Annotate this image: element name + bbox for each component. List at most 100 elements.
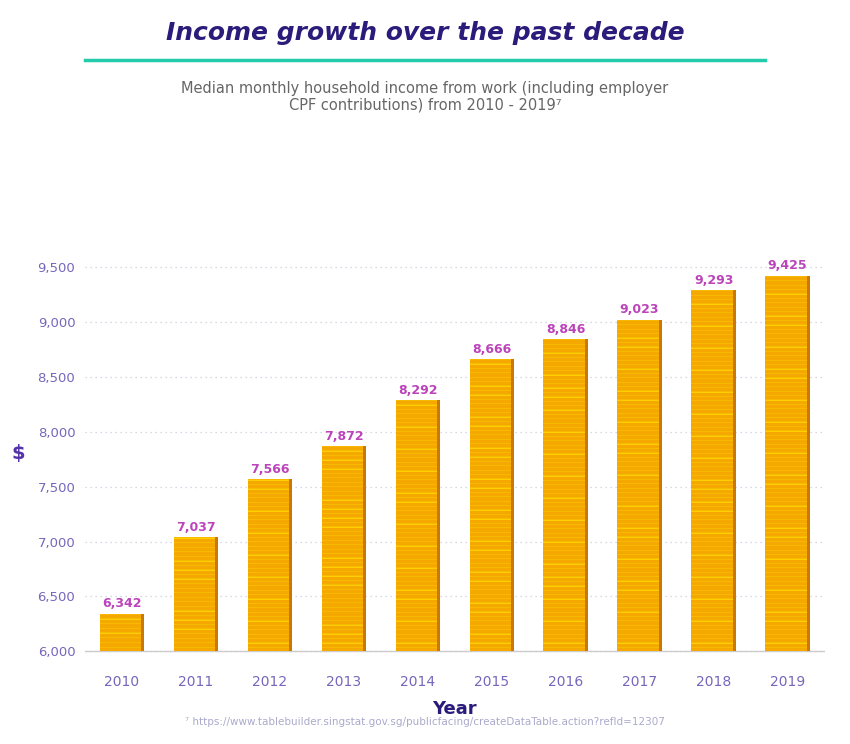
Bar (289, 612, 292, 616)
Bar (247, 639, 289, 642)
Bar (321, 603, 363, 606)
Bar (733, 458, 736, 462)
Bar (691, 472, 733, 475)
Bar (395, 515, 437, 516)
Bar (691, 554, 733, 556)
Bar (395, 616, 437, 618)
Bar (617, 355, 659, 356)
Bar (733, 488, 736, 493)
Bar (321, 548, 363, 550)
Bar (617, 519, 659, 520)
Bar (765, 302, 807, 304)
Bar (289, 501, 292, 506)
Bar (363, 495, 366, 499)
Bar (437, 634, 440, 638)
Bar (321, 527, 363, 530)
Bar (395, 511, 437, 515)
Bar (765, 386, 807, 388)
Bar (691, 515, 733, 516)
Bar (733, 497, 736, 501)
Bar (585, 401, 588, 405)
Bar (469, 644, 511, 647)
Bar (395, 417, 437, 419)
Bar (733, 589, 736, 594)
Bar (321, 508, 363, 510)
Bar (691, 327, 733, 330)
Bar (691, 471, 733, 472)
Bar (585, 458, 588, 462)
Bar (247, 625, 289, 626)
Bar (691, 494, 733, 497)
Bar (511, 603, 514, 607)
Bar (511, 642, 514, 647)
Bar (617, 507, 659, 510)
Bar (321, 553, 363, 554)
Bar (395, 559, 437, 563)
Bar (585, 528, 588, 533)
Bar (691, 462, 733, 463)
Bar (617, 616, 659, 617)
Bar (617, 617, 659, 620)
Bar (733, 642, 736, 647)
Bar (395, 463, 437, 466)
Bar (511, 616, 514, 620)
Bar (807, 426, 810, 430)
Bar (659, 492, 662, 496)
Bar (395, 572, 437, 573)
Bar (765, 434, 807, 436)
Bar (807, 284, 810, 289)
Bar (691, 556, 733, 559)
Bar (659, 350, 662, 355)
Bar (659, 603, 662, 607)
Bar (289, 625, 292, 629)
Bar (617, 475, 659, 479)
Bar (215, 601, 218, 606)
Bar (765, 612, 807, 616)
Bar (173, 625, 215, 629)
Bar (469, 551, 511, 554)
Bar (511, 607, 514, 612)
Bar (363, 446, 366, 450)
Bar (363, 575, 366, 580)
Bar (659, 620, 662, 625)
Bar (765, 355, 807, 356)
Bar (99, 634, 141, 637)
Bar (173, 543, 215, 547)
Bar (99, 642, 141, 643)
Bar (765, 329, 807, 330)
Bar (617, 386, 659, 388)
Bar (617, 333, 659, 334)
Bar (543, 563, 585, 565)
Bar (691, 524, 733, 525)
Bar (543, 612, 585, 613)
Bar (173, 616, 215, 619)
Bar (691, 410, 733, 414)
Bar (585, 629, 588, 634)
Bar (437, 408, 440, 413)
Bar (469, 378, 511, 381)
Bar (321, 505, 363, 508)
Bar (733, 524, 736, 528)
Bar (765, 533, 807, 536)
Bar (659, 505, 662, 510)
Bar (173, 547, 215, 548)
Bar (543, 648, 585, 651)
Bar (617, 582, 659, 585)
Bar (733, 506, 736, 510)
Bar (469, 608, 511, 612)
Bar (691, 347, 733, 349)
Bar (733, 423, 736, 426)
Bar (395, 629, 437, 630)
Bar (585, 370, 588, 374)
Bar (765, 580, 807, 582)
Bar (511, 394, 514, 399)
Bar (321, 611, 363, 612)
Bar (765, 326, 807, 329)
Bar (99, 648, 141, 651)
Bar (321, 644, 363, 647)
Bar (733, 330, 736, 334)
Bar (511, 426, 514, 430)
Bar (321, 642, 363, 644)
Bar (765, 413, 807, 414)
Bar (321, 530, 363, 532)
